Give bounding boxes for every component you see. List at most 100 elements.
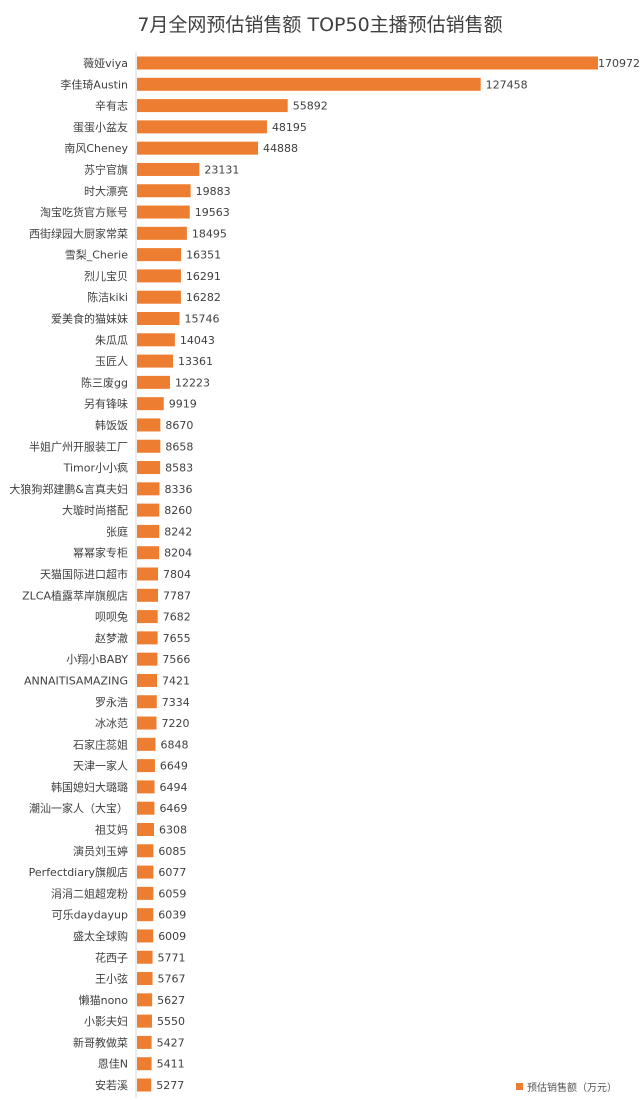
category-label: 石家庄蕊姐 <box>73 737 128 751</box>
category-label: 辛有志 <box>95 99 128 113</box>
bar <box>137 1014 152 1028</box>
category-label: 玉匠人 <box>95 355 128 368</box>
data-label: 19883 <box>196 185 231 198</box>
data-label: 16291 <box>186 270 221 283</box>
bar <box>137 929 154 943</box>
bar <box>137 546 160 560</box>
data-label: 15746 <box>184 313 219 326</box>
data-label: 12223 <box>175 376 210 389</box>
bar <box>137 56 598 70</box>
bar <box>137 950 153 964</box>
bar <box>137 503 160 517</box>
data-label: 6039 <box>158 909 186 922</box>
data-label: 9919 <box>169 398 197 411</box>
bar <box>137 1057 152 1071</box>
data-label: 5550 <box>157 1015 185 1028</box>
data-label: 5771 <box>158 951 186 964</box>
category-label: 罗永浩 <box>95 695 128 709</box>
data-label: 55892 <box>293 100 328 113</box>
category-label: 半姐广州开服装工厂 <box>29 439 128 453</box>
bar <box>137 461 161 475</box>
bar <box>137 673 158 687</box>
data-label: 13361 <box>178 355 213 368</box>
data-label: 44888 <box>263 142 298 155</box>
category-label: 雪梨_Cherie <box>65 248 128 262</box>
category-label: 另有锋味 <box>84 397 128 411</box>
data-label: 16351 <box>186 249 221 262</box>
category-label: 韩国媳妇大璐璐 <box>51 780 128 794</box>
bar <box>137 737 156 751</box>
bar <box>137 588 158 602</box>
data-label: 7655 <box>163 632 191 645</box>
bar <box>137 354 174 368</box>
bar <box>137 1078 152 1092</box>
bar <box>137 610 158 624</box>
data-label: 14043 <box>180 334 215 347</box>
data-label: 6848 <box>160 738 188 751</box>
data-label: 8336 <box>164 483 192 496</box>
data-label: 5427 <box>157 1036 185 1049</box>
category-label: 苏宁官旗 <box>84 162 128 176</box>
bar <box>137 652 158 666</box>
bar <box>137 780 155 794</box>
category-label: 陈三废gg <box>81 375 128 389</box>
bar <box>137 184 191 198</box>
bar <box>137 908 154 922</box>
category-label: 陈洁kiki <box>87 290 128 304</box>
bar <box>137 248 182 262</box>
bar <box>137 77 481 91</box>
legend: 预估销售额（万元） <box>516 1079 617 1094</box>
bar <box>137 524 160 538</box>
chart-title: 7月全网预估销售额 TOP50主播预估销售额 <box>137 14 503 36</box>
category-label: 祖艾妈 <box>95 823 128 837</box>
data-label: 23131 <box>204 163 239 176</box>
bar <box>137 1035 152 1049</box>
category-label: 可乐daydayup <box>52 909 128 922</box>
bar <box>137 312 180 325</box>
bar <box>137 801 155 815</box>
category-label: 大璇时尚搭配 <box>62 503 128 517</box>
bar <box>137 567 159 581</box>
data-label: 7334 <box>162 696 190 709</box>
category-label: 演员刘玉婷 <box>73 844 128 858</box>
bar <box>137 99 288 113</box>
category-label: 安若溪 <box>95 1078 128 1092</box>
data-label: 8670 <box>165 419 193 432</box>
category-label: 薇娅viya <box>83 56 128 70</box>
category-label: 烈儿宝贝 <box>84 269 128 283</box>
data-label: 6059 <box>158 887 186 900</box>
data-label: 6077 <box>158 866 186 879</box>
bar <box>137 886 154 900</box>
category-label: 涓涓二姐超宠粉 <box>51 886 128 900</box>
category-label: 大狼狗郑建鹏&言真夫妇 <box>9 482 128 496</box>
data-label: 18495 <box>192 227 227 240</box>
bar <box>137 759 155 773</box>
data-label: 7421 <box>162 674 190 687</box>
category-label: 恩佳N <box>98 1057 128 1071</box>
category-label: 赵梦澈 <box>95 631 128 645</box>
bar <box>137 141 259 155</box>
bar <box>137 716 157 730</box>
category-label: 爱美食的猫妹妹 <box>51 312 128 326</box>
category-label: 南风Cheney <box>64 142 128 155</box>
category-label: 潮汕一家人（大宝） <box>29 801 128 815</box>
data-label: 170972 <box>598 57 640 70</box>
data-label: 7566 <box>162 653 190 666</box>
data-label: 8260 <box>164 504 192 517</box>
data-label: 6009 <box>158 930 186 943</box>
data-label: 8204 <box>164 547 192 560</box>
data-label: 5627 <box>157 994 185 1007</box>
category-label: 幂幂家专柜 <box>73 546 128 560</box>
legend-label: 预估销售额（万元） <box>527 1083 617 1094</box>
category-label: 冰冰范 <box>95 716 128 730</box>
category-label: 王小弦 <box>95 972 128 986</box>
data-label: 5767 <box>158 973 186 986</box>
data-label: 19563 <box>195 206 230 219</box>
category-label: 时大漂亮 <box>84 184 128 198</box>
bar <box>137 120 267 134</box>
data-label: 7787 <box>163 589 191 602</box>
data-label: 7682 <box>163 611 191 624</box>
bar <box>137 844 154 858</box>
bar <box>137 482 160 496</box>
category-label: 盛太全球购 <box>73 929 128 943</box>
